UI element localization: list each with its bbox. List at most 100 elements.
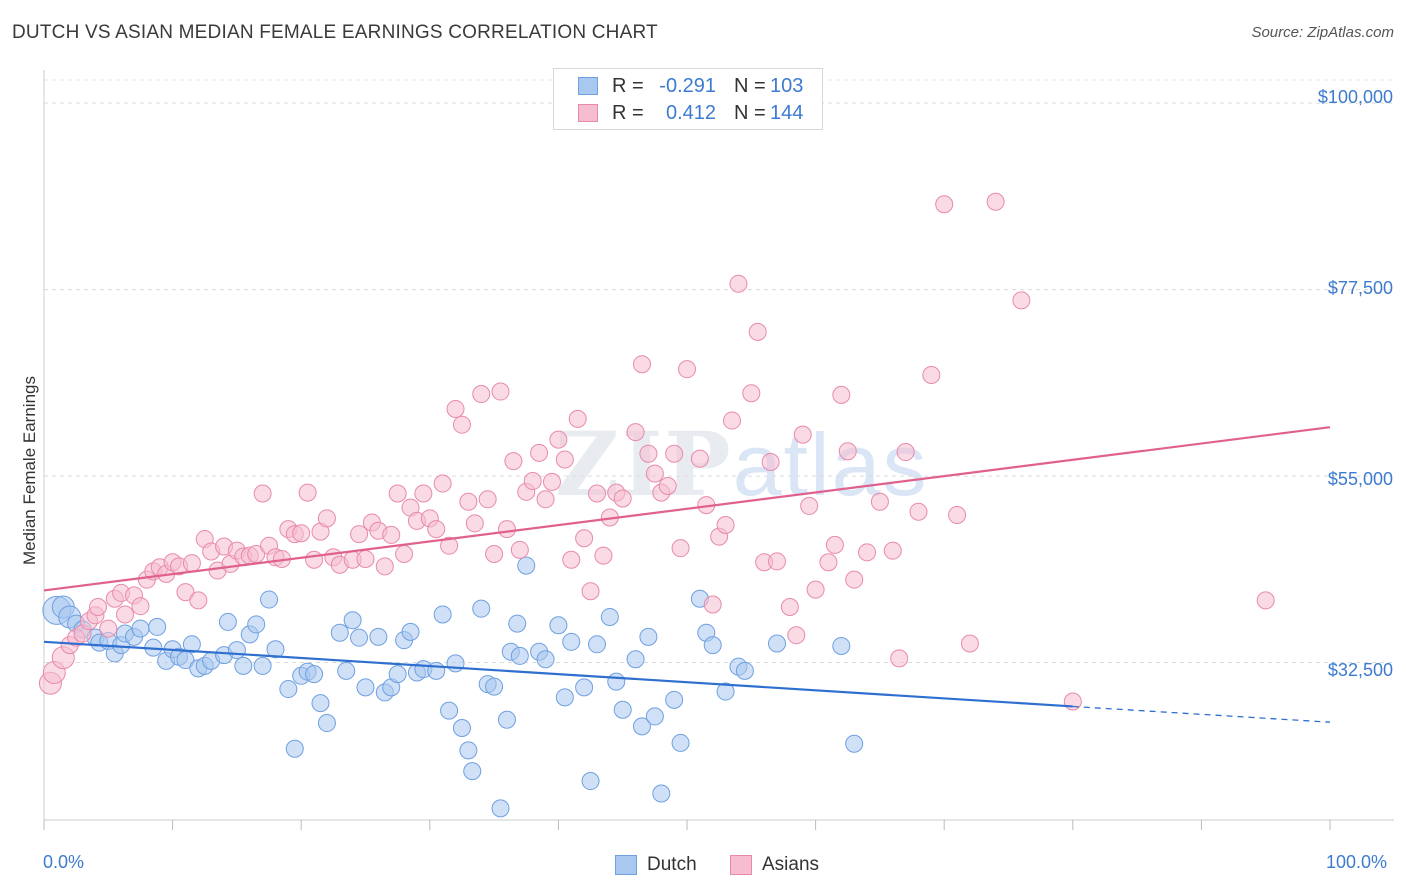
data-point-asians <box>433 474 452 493</box>
data-point-dutch <box>768 634 787 653</box>
legend-row-dutch: R = -0.291 N = 103 <box>578 73 803 99</box>
source-label: Source: ZipAtlas.com <box>1251 24 1394 41</box>
data-point-asians <box>440 536 459 555</box>
data-point-dutch <box>575 678 594 697</box>
data-point-asians <box>99 619 118 638</box>
data-point-dutch <box>463 762 482 781</box>
data-point-asians <box>382 525 401 544</box>
data-point-dutch <box>218 612 237 631</box>
data-point-dutch <box>652 784 671 803</box>
bottom-legend-asians: Asians <box>730 852 819 878</box>
y-tick-label-32500: $32,500 <box>1327 660 1393 680</box>
data-point-asians <box>587 484 606 503</box>
data-point-asians <box>375 557 394 576</box>
y-tick-label-100000: $100,000 <box>1317 87 1393 107</box>
data-point-asians <box>465 514 484 533</box>
data-point-asians <box>761 452 780 471</box>
x-tick-label-min: 0.0% <box>43 852 85 872</box>
data-point-asians <box>780 598 799 617</box>
bottom-legend-swatch-asians <box>730 855 752 875</box>
data-point-dutch <box>343 611 362 630</box>
data-point-asians <box>819 553 838 572</box>
data-point-dutch <box>227 641 246 660</box>
data-point-asians <box>832 385 851 404</box>
chart-title: DUTCH VS ASIAN MEDIAN FEMALE EARNINGS CO… <box>12 22 658 43</box>
data-point-asians <box>131 597 150 616</box>
data-point-dutch <box>703 636 722 655</box>
data-point-asians <box>89 598 108 617</box>
data-point-asians <box>568 409 587 428</box>
data-point-dutch <box>485 677 504 696</box>
legend-row-asians: R = 0.412 N = 144 <box>578 100 803 126</box>
data-point-asians <box>613 489 632 508</box>
data-point-dutch <box>369 627 388 646</box>
data-point-asians <box>536 490 555 509</box>
data-point-asians <box>176 583 195 602</box>
legend-n-value-dutch: 103 <box>770 74 804 97</box>
data-point-asians <box>542 472 561 491</box>
data-point-dutch <box>626 650 645 669</box>
bottom-legend-dutch: Dutch <box>615 852 697 878</box>
bottom-legend-label-asians: Asians <box>762 854 820 875</box>
data-point-asians <box>645 464 664 483</box>
data-point-dutch <box>452 719 471 738</box>
data-point-dutch <box>182 635 201 654</box>
data-point-dutch <box>266 640 285 659</box>
data-point-asians <box>497 520 516 539</box>
data-point-asians <box>896 443 915 462</box>
data-point-asians <box>491 382 510 401</box>
data-point-dutch <box>845 734 864 753</box>
data-point-dutch <box>517 556 536 575</box>
data-point-asians <box>182 554 201 573</box>
legend-n-label: N = <box>734 101 766 124</box>
data-point-asians <box>485 544 504 563</box>
data-point-asians <box>948 506 967 525</box>
data-point-dutch <box>433 605 452 624</box>
data-point-dutch <box>440 701 459 720</box>
data-point-dutch <box>491 799 510 818</box>
data-point-asians <box>530 443 549 462</box>
data-point-asians <box>427 520 446 539</box>
data-point-asians <box>350 525 369 544</box>
data-point-asians <box>632 355 651 374</box>
data-point-asians <box>189 591 208 610</box>
data-point-dutch <box>665 690 684 709</box>
data-point-asians <box>742 384 761 403</box>
data-point-dutch <box>253 656 272 675</box>
data-point-asians <box>986 192 1005 211</box>
data-point-asians <box>555 450 574 469</box>
data-point-asians <box>845 570 864 589</box>
data-point-asians <box>723 411 742 430</box>
data-point-asians <box>639 444 658 463</box>
data-point-asians <box>665 444 684 463</box>
bottom-legend-swatch-dutch <box>615 855 637 875</box>
data-point-asians <box>594 546 613 565</box>
data-point-asians <box>549 430 568 449</box>
legend-r-value-dutch: -0.291 <box>659 74 716 97</box>
data-point-asians <box>703 595 722 614</box>
trend-line-dutch <box>43 640 1073 708</box>
data-point-asians <box>658 477 677 496</box>
data-point-asians <box>116 605 135 624</box>
data-point-dutch <box>427 661 446 680</box>
data-point-asians <box>305 550 324 569</box>
data-point-asians <box>729 274 748 293</box>
data-point-dutch <box>356 678 375 697</box>
legend-n-value-asians: 144 <box>770 101 804 124</box>
data-point-asians <box>452 415 471 434</box>
data-point-asians <box>960 634 979 653</box>
data-point-asians <box>504 452 523 471</box>
data-point-asians <box>446 399 465 418</box>
data-point-asians <box>825 535 844 554</box>
data-point-asians <box>581 582 600 601</box>
data-point-asians <box>909 502 928 521</box>
data-point-dutch <box>562 632 581 651</box>
y-tick-label-77500: $77,500 <box>1327 278 1393 298</box>
data-point-asians <box>870 492 889 511</box>
data-point-dutch <box>459 741 478 760</box>
legend-swatch-asians <box>578 104 598 122</box>
data-point-dutch <box>632 717 651 736</box>
legend-n-label: N = <box>734 74 766 97</box>
data-point-asians <box>935 195 954 214</box>
data-point-dutch <box>350 628 369 647</box>
